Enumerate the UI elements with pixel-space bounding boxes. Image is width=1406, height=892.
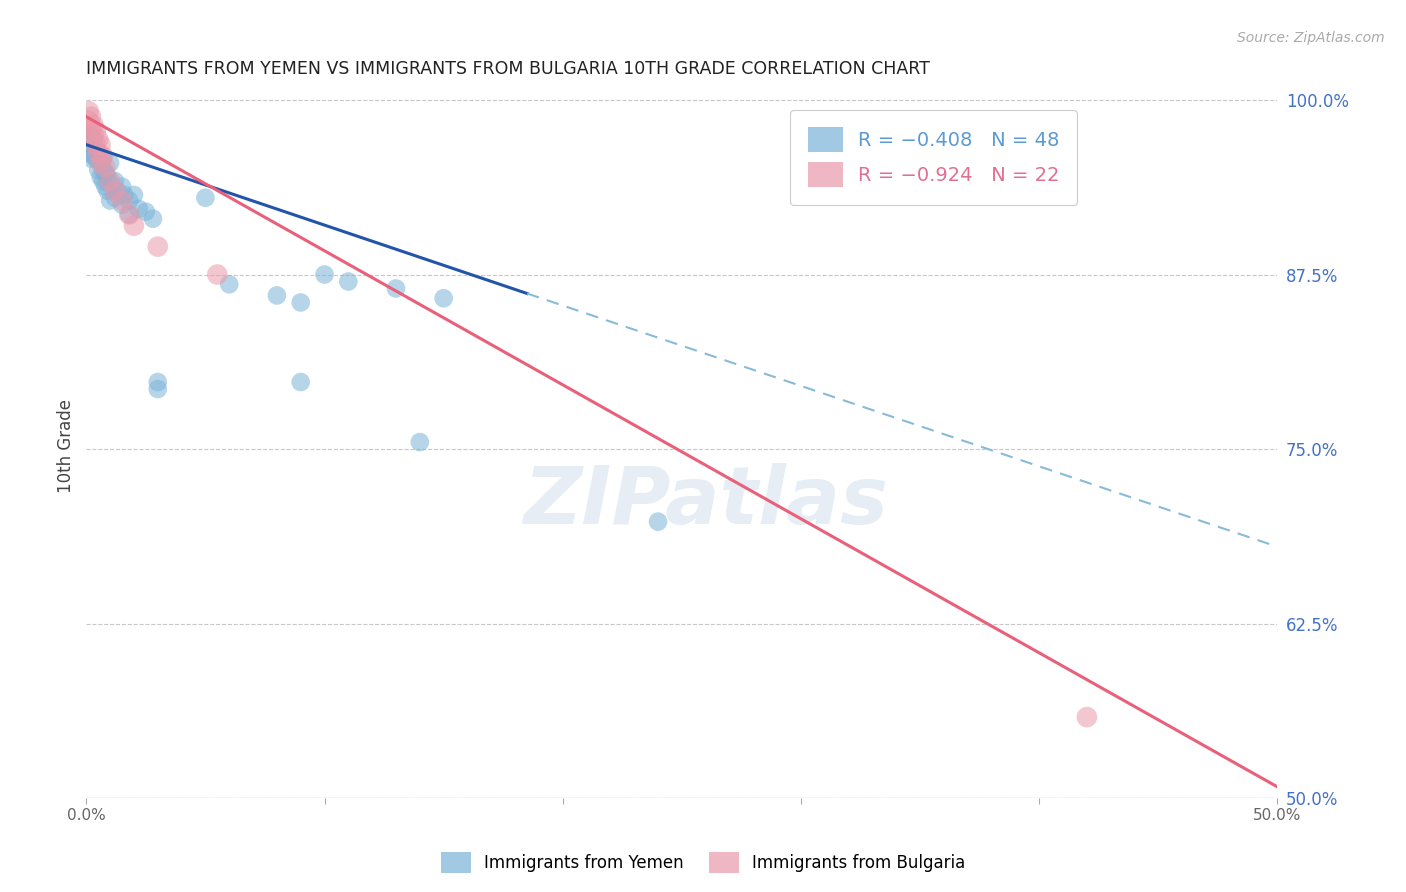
Point <box>80 137 103 152</box>
Point <box>84 137 107 152</box>
Point <box>91 162 114 177</box>
Point <box>433 291 456 305</box>
Point <box>91 174 114 188</box>
Point <box>146 239 169 253</box>
Point <box>647 515 669 529</box>
Point <box>314 268 336 282</box>
Text: IMMIGRANTS FROM YEMEN VS IMMIGRANTS FROM BULGARIA 10TH GRADE CORRELATION CHART: IMMIGRANTS FROM YEMEN VS IMMIGRANTS FROM… <box>86 60 931 78</box>
Point <box>98 194 121 208</box>
Point <box>409 435 432 450</box>
Point <box>91 149 114 163</box>
Point <box>77 104 100 119</box>
Y-axis label: 10th Grade: 10th Grade <box>58 399 75 492</box>
Point <box>142 211 165 226</box>
Point <box>135 204 157 219</box>
Point <box>77 128 100 142</box>
Point <box>97 169 120 184</box>
Point <box>94 160 117 174</box>
Point <box>207 268 229 282</box>
Point <box>118 194 141 208</box>
Point <box>90 156 112 170</box>
Text: Source: ZipAtlas.com: Source: ZipAtlas.com <box>1237 31 1385 45</box>
Point <box>77 114 100 128</box>
Point <box>98 156 121 170</box>
Point <box>87 162 110 177</box>
Point <box>87 132 110 146</box>
Point <box>146 382 169 396</box>
Point <box>77 135 100 149</box>
Point <box>122 219 145 233</box>
Point <box>104 174 127 188</box>
Point <box>90 156 112 170</box>
Point <box>111 198 134 212</box>
Point <box>111 194 134 208</box>
Point <box>104 184 127 198</box>
Point <box>194 191 217 205</box>
Point <box>97 184 120 198</box>
Point <box>82 118 104 132</box>
Point <box>290 295 312 310</box>
Point <box>82 128 104 142</box>
Point <box>337 275 360 289</box>
Point <box>122 188 145 202</box>
Legend: Immigrants from Yemen, Immigrants from Bulgaria: Immigrants from Yemen, Immigrants from B… <box>434 846 972 880</box>
Point <box>98 174 121 188</box>
Point <box>146 375 169 389</box>
Point <box>90 169 112 184</box>
Point <box>82 149 104 163</box>
Point <box>84 142 107 156</box>
Point <box>77 146 100 161</box>
Point <box>80 152 103 166</box>
Point <box>1076 710 1098 724</box>
Point <box>91 152 114 166</box>
Point <box>80 110 103 124</box>
Point <box>84 124 107 138</box>
Point <box>111 179 134 194</box>
Point <box>104 191 127 205</box>
Point <box>82 132 104 146</box>
Point <box>290 375 312 389</box>
Point <box>128 202 150 216</box>
Point <box>98 177 121 191</box>
Point <box>80 124 103 138</box>
Point <box>266 288 288 302</box>
Point <box>118 207 141 221</box>
Point <box>118 207 141 221</box>
Point <box>87 146 110 161</box>
Point <box>105 184 128 198</box>
Legend: R = −0.408   N = 48, R = −0.924   N = 22: R = −0.408 N = 48, R = −0.924 N = 22 <box>790 110 1077 204</box>
Point <box>87 146 110 161</box>
Point <box>112 188 135 202</box>
Point <box>94 179 117 194</box>
Point <box>218 277 240 292</box>
Point <box>90 137 112 152</box>
Text: ZIPatlas: ZIPatlas <box>523 463 889 541</box>
Point <box>84 152 107 166</box>
Point <box>385 281 408 295</box>
Point <box>94 166 117 180</box>
